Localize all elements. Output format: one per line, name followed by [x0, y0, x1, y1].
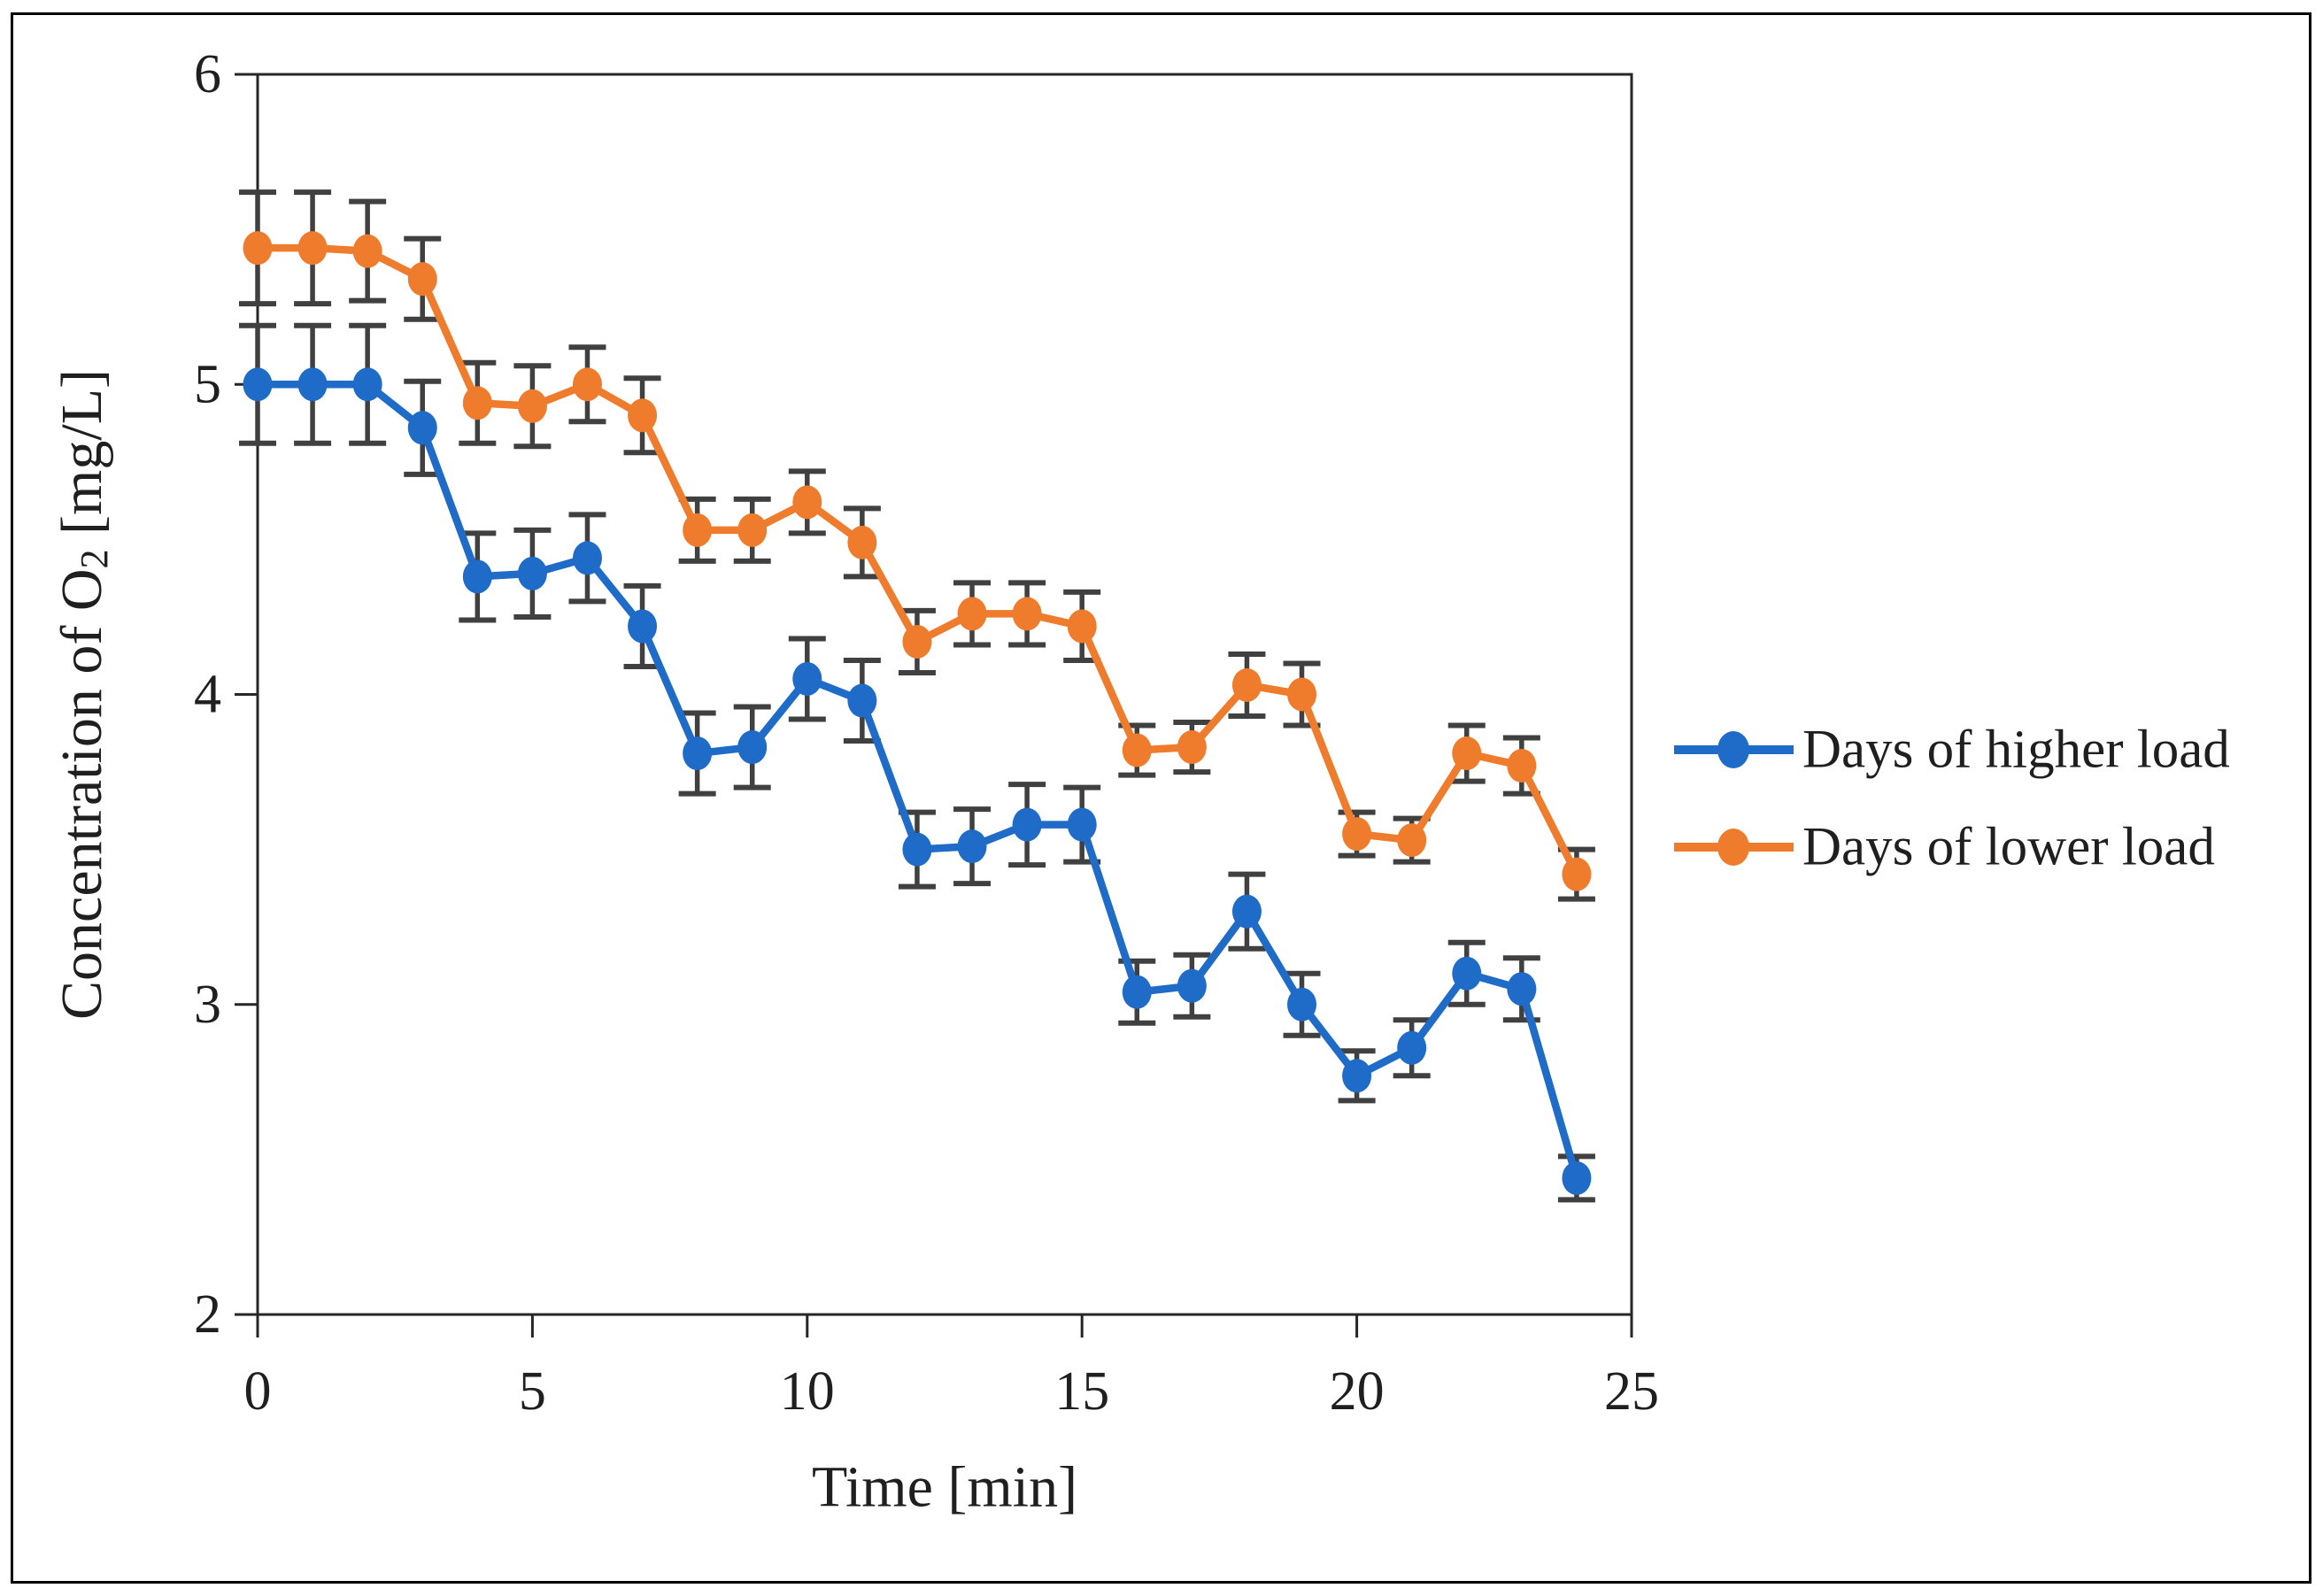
y-tick-label: 2: [194, 1284, 221, 1345]
legend-marker-dot: [1717, 829, 1749, 866]
data-point-marker: [792, 485, 822, 520]
data-point-marker: [792, 661, 822, 696]
x-tick-label: 5: [519, 1361, 546, 1422]
data-point-marker: [957, 597, 987, 631]
data-point-marker: [683, 513, 713, 547]
legend-item-higher-load: Days of higher load: [1674, 721, 2230, 780]
data-point-marker: [243, 367, 273, 402]
x-tick-label: 10: [780, 1361, 835, 1422]
data-point-marker: [737, 513, 768, 547]
data-point-marker: [628, 398, 658, 433]
data-point-marker: [1342, 817, 1372, 852]
series-lower-load: [239, 189, 1595, 902]
y-tick-label: 6: [194, 44, 221, 104]
data-point-marker: [1562, 857, 1592, 891]
data-point-marker: [462, 386, 492, 420]
data-point-marker: [352, 234, 382, 268]
data-point-marker: [1507, 749, 1537, 783]
y-axis-title: Concentration of O2 [mg/L]: [50, 369, 116, 1020]
data-point-marker: [1397, 823, 1427, 858]
data-point-marker: [1452, 736, 1482, 771]
y-tick-label: 4: [194, 665, 221, 725]
data-point-marker: [1342, 1059, 1372, 1093]
data-point-marker: [1231, 667, 1262, 702]
data-point-marker: [1507, 972, 1537, 1006]
y-tick-label: 3: [194, 975, 221, 1035]
data-point-marker: [847, 683, 877, 718]
legend: Days of higher load Days of lower load: [1674, 721, 2230, 877]
data-point-marker: [517, 389, 547, 423]
legend-marker-dot: [1717, 731, 1749, 768]
y-axis: 2 3 4 5 6: [194, 44, 258, 1345]
data-point-marker: [683, 736, 713, 771]
legend-item-lower-load: Days of lower load: [1674, 818, 2215, 877]
x-tick-label: 15: [1054, 1361, 1109, 1422]
legend-label: Days of lower load: [1802, 818, 2215, 877]
series-markers: [243, 367, 1592, 1195]
data-point-marker: [297, 231, 328, 266]
data-point-marker: [243, 231, 273, 266]
data-point-marker: [1122, 733, 1152, 767]
data-point-marker: [352, 367, 382, 402]
legend-label: Days of higher load: [1802, 721, 2230, 780]
x-axis: 0 5 10 15 20 25: [244, 1315, 1659, 1422]
data-point-marker: [1012, 807, 1042, 842]
data-point-marker: [407, 411, 437, 445]
series-higher-load: [239, 322, 1595, 1203]
data-point-marker: [1067, 609, 1097, 644]
data-point-marker: [902, 624, 932, 659]
data-point-marker: [1231, 894, 1262, 929]
x-tick-label: 20: [1330, 1361, 1385, 1422]
data-point-marker: [517, 556, 547, 590]
data-point-marker: [572, 367, 602, 402]
data-point-marker: [1067, 807, 1097, 842]
data-point-marker: [1562, 1160, 1592, 1195]
data-point-marker: [297, 367, 328, 402]
data-point-marker: [1287, 677, 1317, 712]
data-point-marker: [957, 829, 987, 864]
series-markers: [243, 231, 1592, 891]
figure-border: [11, 12, 2311, 1584]
y-tick-label: 5: [194, 354, 221, 414]
data-point-marker: [1177, 968, 1207, 1003]
data-point-marker: [1012, 597, 1042, 631]
data-point-marker: [1452, 956, 1482, 991]
data-point-marker: [1287, 987, 1317, 1022]
x-axis-title: Time [min]: [812, 1455, 1077, 1520]
data-point-marker: [407, 262, 437, 297]
data-point-marker: [572, 541, 602, 575]
data-point-marker: [1122, 975, 1152, 1009]
data-point-marker: [1397, 1030, 1427, 1065]
data-point-marker: [737, 730, 768, 765]
x-tick-label: 25: [1604, 1361, 1659, 1422]
data-point-marker: [628, 609, 658, 644]
data-point-marker: [902, 832, 932, 867]
data-point-marker: [462, 559, 492, 594]
data-point-marker: [847, 525, 877, 559]
x-tick-label: 0: [244, 1361, 272, 1422]
data-point-marker: [1177, 730, 1207, 765]
